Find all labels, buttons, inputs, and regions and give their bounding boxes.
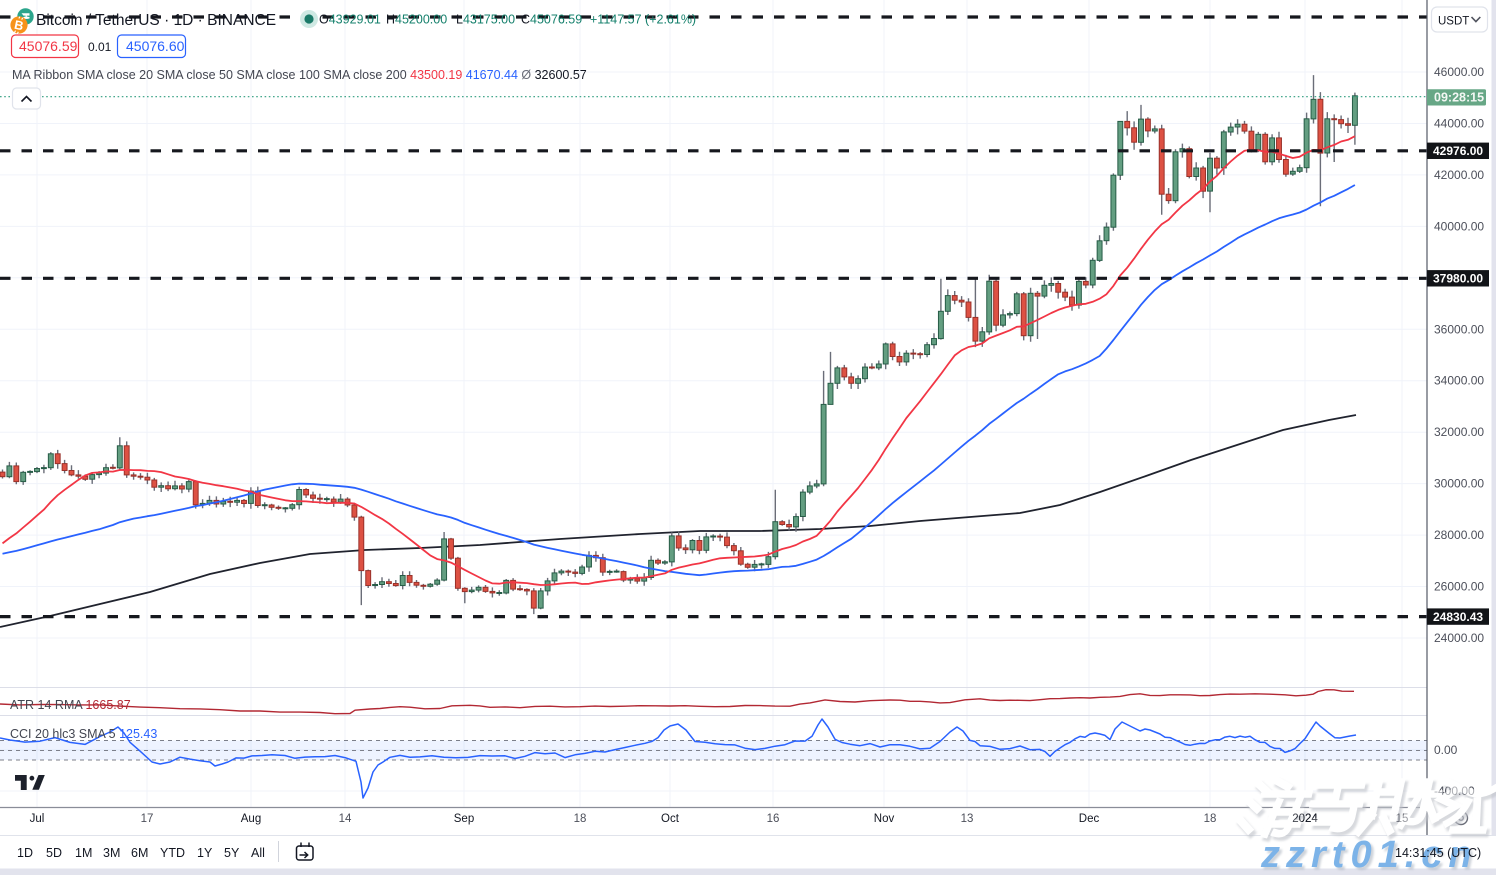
svg-text:O43929.01: O43929.01 <box>319 13 381 27</box>
svg-text:Sep: Sep <box>454 813 474 825</box>
svg-text:45076.59: 45076.59 <box>19 38 78 54</box>
svg-text:ATR 14 RMA 1665.87: ATR 14 RMA 1665.87 <box>10 698 131 712</box>
svg-text:0.01: 0.01 <box>88 40 112 54</box>
svg-text:Nov: Nov <box>874 813 895 825</box>
svg-text:2024: 2024 <box>1292 813 1318 825</box>
svg-text:1M: 1M <box>75 846 92 860</box>
svg-text:14:31:45 (UTC): 14:31:45 (UTC) <box>1395 846 1481 860</box>
svg-text:+1147.57 (+2.61%): +1147.57 (+2.61%) <box>590 13 696 27</box>
svg-text:MA Ribbon SMA close 20 SMA clo: MA Ribbon SMA close 20 SMA close 50 SMA … <box>12 68 587 82</box>
svg-text:15: 15 <box>1396 813 1409 825</box>
svg-text:14: 14 <box>339 813 352 825</box>
svg-text:13: 13 <box>961 813 974 825</box>
svg-text:Oct: Oct <box>661 813 680 825</box>
svg-text:Aug: Aug <box>241 813 261 825</box>
svg-text:42976.00: 42976.00 <box>1433 144 1483 158</box>
svg-text:L43175.00: L43175.00 <box>456 13 515 27</box>
svg-text:C45076.59: C45076.59 <box>521 13 582 27</box>
svg-text:Bitcoin / TetherUS · 1D · BINA: Bitcoin / TetherUS · 1D · BINANCE <box>36 12 276 29</box>
svg-text:Jul: Jul <box>30 813 45 825</box>
svg-text:CCI 20 hlc3 SMA 5 125.43: CCI 20 hlc3 SMA 5 125.43 <box>10 727 157 741</box>
svg-text:-400.00: -400.00 <box>1434 784 1475 798</box>
svg-text:40000.00: 40000.00 <box>1434 219 1484 233</box>
svg-text:37980.00: 37980.00 <box>1433 272 1483 286</box>
svg-text:0.00: 0.00 <box>1434 743 1458 757</box>
svg-text:36000.00: 36000.00 <box>1434 322 1484 336</box>
svg-text:34000.00: 34000.00 <box>1434 374 1484 388</box>
svg-text:32000.00: 32000.00 <box>1434 425 1484 439</box>
svg-text:H45200.00: H45200.00 <box>386 13 447 27</box>
svg-text:44000.00: 44000.00 <box>1434 117 1484 131</box>
svg-text:17: 17 <box>141 813 154 825</box>
svg-text:09:28:15: 09:28:15 <box>1434 91 1484 105</box>
svg-text:USDT: USDT <box>1438 16 1469 28</box>
svg-text:All: All <box>251 846 265 860</box>
svg-text:6M: 6M <box>131 846 148 860</box>
svg-text:3M: 3M <box>103 846 120 860</box>
svg-text:16: 16 <box>767 813 780 825</box>
svg-text:42000.00: 42000.00 <box>1434 168 1484 182</box>
svg-text:24000.00: 24000.00 <box>1434 631 1484 645</box>
svg-text:30000.00: 30000.00 <box>1434 477 1484 491</box>
svg-text:YTD: YTD <box>160 846 185 860</box>
svg-text:45076.60: 45076.60 <box>126 38 185 54</box>
svg-text:1D: 1D <box>17 846 33 860</box>
svg-text:5D: 5D <box>46 846 62 860</box>
svg-text:18: 18 <box>574 813 587 825</box>
svg-text:24830.43: 24830.43 <box>1433 610 1483 624</box>
svg-text:Dec: Dec <box>1079 813 1100 825</box>
svg-text:26000.00: 26000.00 <box>1434 580 1484 594</box>
svg-text:46000.00: 46000.00 <box>1434 65 1484 79</box>
svg-text:1Y: 1Y <box>197 846 213 860</box>
svg-text:28000.00: 28000.00 <box>1434 528 1484 542</box>
svg-text:5Y: 5Y <box>224 846 240 860</box>
svg-text:18: 18 <box>1204 813 1217 825</box>
